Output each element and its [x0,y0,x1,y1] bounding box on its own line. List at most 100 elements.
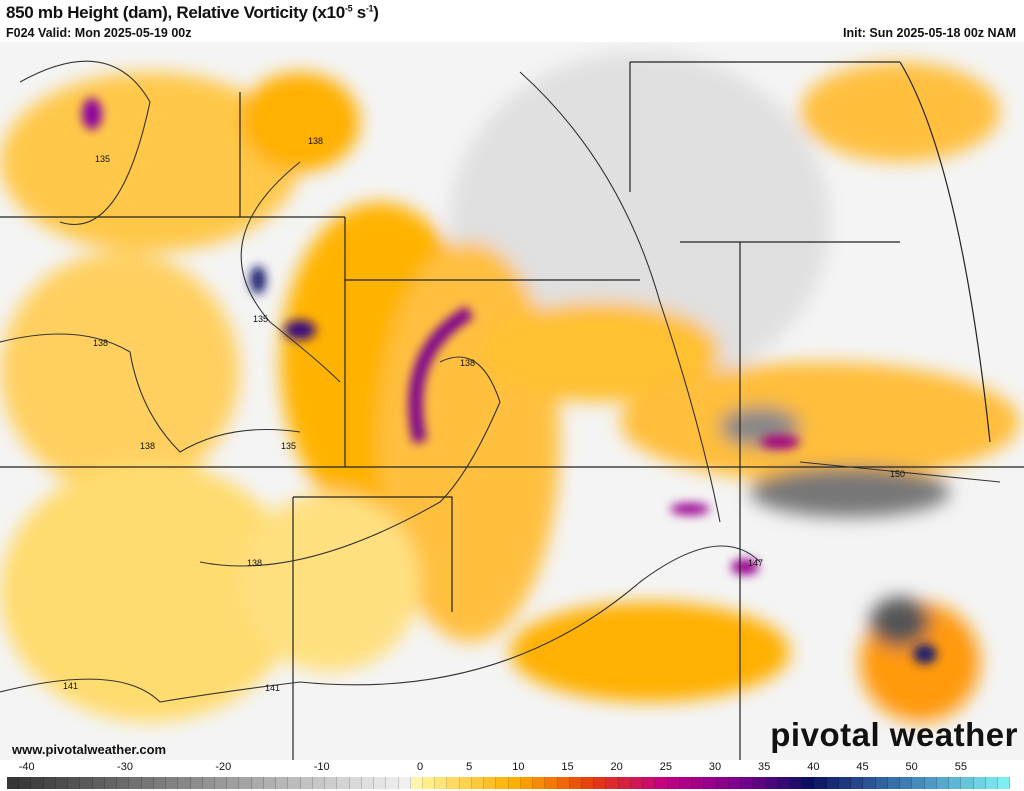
colorbar-tick-label: -40 [18,761,35,773]
title-text-end: ) [373,3,379,22]
height-contours [0,60,1001,703]
colorbar-swatch [361,777,375,789]
colorbar-tick-label: 0 [416,761,424,773]
colorbar-swatch [251,777,264,789]
colorbar-swatch [704,777,717,789]
colorbar-swatch [985,777,998,789]
height-contour [519,71,721,523]
colorbar-swatch [68,777,81,789]
colorbar-swatch [643,777,656,789]
colorbar-swatch [741,777,754,789]
colorbar-tick-label: 10 [512,761,525,773]
colorbar [7,777,1011,789]
colorbar-swatch [239,777,252,789]
colorbar-swatch [520,777,534,789]
colorbar-swatch [912,777,925,789]
colorbar-swatch [655,777,668,789]
title-exponent: -5 [344,3,353,14]
contour-label: 135 [253,314,268,324]
colorbar-swatch [582,777,595,789]
colorbar-tick-label: 40 [807,761,820,773]
colorbar-swatch [141,777,154,789]
vorticity-area [0,72,300,252]
valid-time: F024 Valid: Mon 2025-05-19 00z [6,26,192,40]
vorticity-area [620,362,1020,482]
negative-vorticity-area [870,597,930,647]
colorbar-swatch [31,777,44,789]
colorbar-swatch [19,777,32,789]
colorbar-swatch [557,777,570,789]
colorbar-swatch [153,777,167,789]
colorbar-swatch [973,777,986,789]
height-contour [199,356,501,567]
colorbar-swatch [508,777,521,789]
init-time: Init: Sun 2025-05-18 00z NAM [843,26,1016,40]
contour-label: 138 [140,441,155,451]
colorbar-swatch [961,777,974,789]
vorticity-area [0,462,300,722]
colorbar-swatch [276,777,289,789]
vorticity-area [800,62,1000,162]
title-exponent-2: -1 [365,3,374,14]
colorbar-tick-label: -30 [117,761,133,773]
colorbar-tick-label: -20 [215,761,232,773]
colorbar-swatch [692,777,705,789]
colorbar-swatch [777,777,790,789]
colorbar-swatch [374,777,387,789]
title-text-unit: s [352,3,366,22]
colorbar-swatch [802,777,815,789]
colorbar-swatch [997,777,1011,789]
height-contour [0,333,301,453]
vorticity-max [913,644,937,664]
colorbar-swatch [765,777,778,789]
colorbar-swatch [533,777,546,789]
contour-label: 141 [63,681,78,691]
colorbar-tick-label: 5 [466,761,473,773]
colorbar-swatch [166,777,179,789]
colorbar-swatch [227,777,240,789]
colorbar-swatch [117,777,130,789]
colorbar-swatch [826,777,839,789]
colorbar-tick-label: 30 [708,761,722,773]
colorbar-swatch [569,777,583,789]
colorbar-tick-label: -10 [313,761,330,773]
title-text: 850 mb Height (dam), Relative Vorticity … [6,3,345,22]
contour-label: 138 [93,338,108,348]
height-contour [19,60,151,225]
colorbar-swatch [214,777,228,789]
contour-label: 138 [247,558,262,568]
colorbar-swatch [838,777,852,789]
contour-label: 138 [460,358,475,368]
colorbar-swatch [667,777,680,789]
colorbar-swatch [300,777,313,789]
colorbar-swatch [178,777,191,789]
height-contour [799,461,1001,483]
colorbar-swatch [900,777,913,789]
vorticity-max [731,559,759,575]
map-title: 850 mb Height (dam), Relative Vorticity … [6,3,379,23]
colorbar-swatch [337,777,350,789]
colorbar-swatch [190,777,203,789]
colorbar-swatch [104,777,118,789]
strong-vorticity [82,98,937,664]
height-contour [0,545,761,703]
colorbar-swatch [814,777,827,789]
colorbar-swatch [312,777,326,789]
negative-vorticity-area [750,467,950,517]
vorticity-area [240,492,420,672]
weather-map: 135 138 135 138 138 135 138 138 141 141 … [0,42,1024,760]
colorbar-swatch [863,777,876,789]
colorbar-swatch [410,777,423,789]
colorbar-swatch [618,777,631,789]
vorticity-area [510,602,790,702]
vorticity-max [760,435,800,449]
colorbar-swatch [936,777,950,789]
colorbar-swatch [851,777,864,789]
colorbar-swatch [949,777,962,789]
colorbar-tick-label: 35 [758,761,771,773]
vorticity-max [670,503,710,515]
colorbar-labels: -40 -30 -20 -10 0 5 10 15 20 25 30 35 40 45 50 55 [0,761,1024,775]
colorbar-tick-label: 25 [659,761,672,773]
colorbar-swatch [288,777,301,789]
vorticity-max [250,266,266,294]
